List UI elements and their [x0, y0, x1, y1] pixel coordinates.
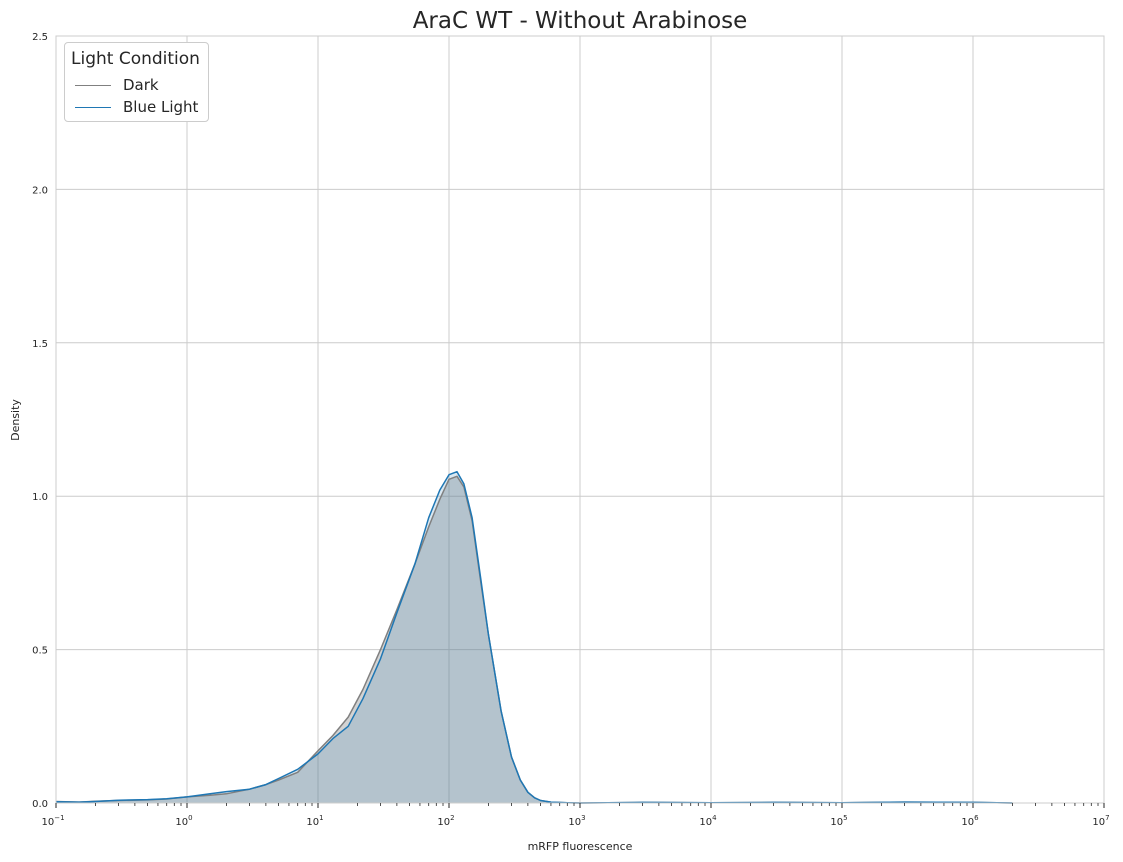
chart-title: AraC WT - Without Arabinose — [413, 8, 748, 34]
x-tick-label: 104 — [699, 814, 717, 828]
x-tick-label: 106 — [961, 814, 979, 828]
legend-label-blue-light: Blue Light — [123, 98, 199, 116]
legend-label-dark: Dark — [123, 76, 159, 94]
legend-swatch-blue-light — [75, 106, 111, 108]
y-tick-label: 1.0 — [32, 492, 48, 503]
y-tick-label: 2.5 — [32, 32, 48, 43]
legend-swatch-dark — [75, 84, 111, 86]
x-tick-label: 102 — [437, 814, 454, 828]
y-tick-label: 0.0 — [32, 799, 48, 810]
x-axis-label: mRFP fluorescence — [528, 840, 633, 853]
legend-title: Light Condition — [71, 49, 200, 69]
y-tick-labels: 0.0 0.5 1.0 1.5 2.0 2.5 — [32, 32, 48, 810]
y-axis-label: Density — [9, 399, 22, 441]
y-tick-label: 2.0 — [32, 185, 48, 196]
x-tick-labels: 10−1 100 101 102 103 104 105 106 107 — [41, 814, 1109, 828]
legend-item-dark: Dark — [75, 75, 159, 95]
x-tick-label: 10−1 — [41, 814, 64, 828]
x-tick-label: 107 — [1092, 814, 1109, 828]
y-tick-label: 0.5 — [32, 646, 48, 657]
x-tick-label: 100 — [175, 814, 192, 828]
ticks — [55, 803, 1105, 808]
legend-item-blue-light: Blue Light — [75, 97, 198, 117]
x-tick-label: 101 — [306, 814, 323, 828]
y-tick-label: 1.5 — [32, 339, 48, 350]
legend: Light Condition Dark Blue Light — [64, 42, 209, 122]
x-tick-label: 105 — [830, 814, 847, 828]
x-tick-label: 103 — [568, 814, 585, 828]
